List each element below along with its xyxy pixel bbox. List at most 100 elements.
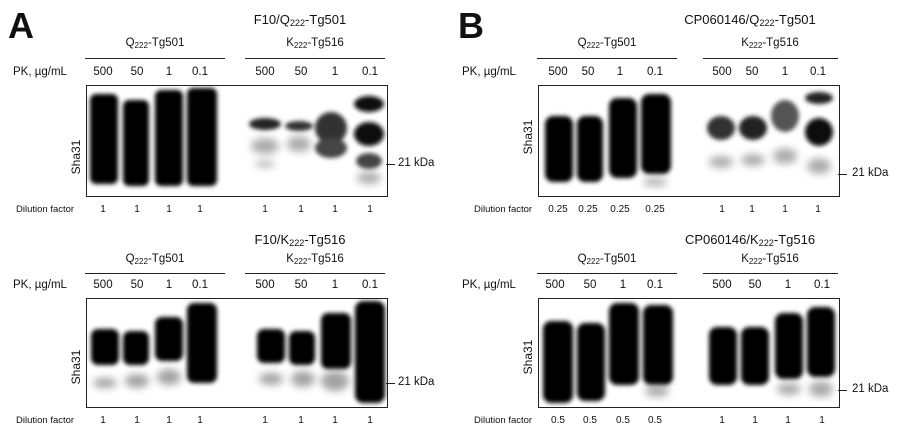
blot-a2-dilution-7: 1 <box>332 415 338 426</box>
blot-b2-membrane <box>538 298 840 408</box>
blot-a2-lane-8: 0.1 <box>362 279 378 291</box>
blot-a2-title: F10/K222-Tg516 <box>254 232 346 248</box>
blot-a1-lane-7: 1 <box>331 66 339 78</box>
blot-a2-dilution-5: 1 <box>262 415 268 426</box>
blot-b2-lane-3: 1 <box>619 279 627 291</box>
blot-a1-marker-tick <box>386 164 395 165</box>
blot-b2-lane-5: 500 <box>712 279 732 291</box>
blot-a2-group-line-k <box>245 273 385 274</box>
blot-a2-marker-tick <box>386 383 395 384</box>
blot-b2-lane-1: 500 <box>545 279 565 291</box>
blot-b1-lane-3: 1 <box>616 66 624 78</box>
blot-a2-lane-5: 500 <box>255 279 275 291</box>
blot-a2-lane-1: 500 <box>93 279 113 291</box>
blot-a1-dilution-2: 1 <box>134 204 140 215</box>
blot-a2-lane-7: 1 <box>331 279 339 291</box>
blot-b1-lane-7: 1 <box>781 66 789 78</box>
blot-b2-lane-2: 50 <box>583 279 597 291</box>
blot-b2-dilution-label: Dilution factor <box>474 415 533 426</box>
blot-a2-ylabel: Sha31 <box>69 349 83 385</box>
blot-b2-group-line-q <box>537 273 677 274</box>
blot-b2-dilution-1: 0.5 <box>551 415 565 426</box>
blot-b2-dilution-2: 0.5 <box>583 415 597 426</box>
blot-b1-marker: 21 kDa <box>852 167 889 179</box>
blot-b1-dilution-1: 0.25 <box>548 204 568 215</box>
blot-a2-pk-label: PK, µg/mL <box>13 279 67 291</box>
blot-a2-group-k222: K222-Tg516 <box>286 253 344 266</box>
blot-b1-bands <box>545 92 833 186</box>
panel-letter-b: B <box>458 5 484 46</box>
blot-a1-dilution-6: 1 <box>298 204 304 215</box>
blot-a2-membrane <box>86 298 388 408</box>
blot-a1-dilution-8: 1 <box>367 204 373 215</box>
blot-b2-lane-7: 1 <box>784 279 792 291</box>
blot-b2-dilution-8: 1 <box>819 415 825 426</box>
blot-a2-bands <box>91 301 385 403</box>
blot-a1-dilution-label: Dilution factor <box>16 204 75 215</box>
blot-b2-group-k222: K222-Tg516 <box>741 253 799 266</box>
blot-b1-lane-5: 500 <box>712 66 732 78</box>
blot-b1-group-k222: K222-Tg516 <box>741 37 799 50</box>
blot-a2-dilution-1: 1 <box>100 415 106 426</box>
blot-b1-dilution-3: 0.25 <box>610 204 630 215</box>
blot-b2-marker: 21 kDa <box>852 383 889 395</box>
blot-a2-group-line-q <box>85 273 225 274</box>
blot-b2-dilution-5: 1 <box>719 415 725 426</box>
blot-b1-lane-1: 500 <box>548 66 568 78</box>
blot-b1-lane-6: 50 <box>745 66 759 78</box>
blot-b1-group-line-q <box>537 58 677 59</box>
blot-a2-lane-3: 1 <box>165 279 173 291</box>
blot-b1-lane-8: 0.1 <box>810 66 826 78</box>
blot-a2-lane-6: 50 <box>294 279 308 291</box>
blot-a1-ylabel: Sha31 <box>69 139 83 175</box>
blot-b1-dilution-5: 1 <box>719 204 725 215</box>
blot-b1-lane-2: 50 <box>581 66 595 78</box>
blot-a1-group-line-q <box>85 58 225 59</box>
blot-b2-lane-4: 0.1 <box>647 279 663 291</box>
blot-a1-lane-4: 0.1 <box>192 66 208 78</box>
blot-a1-lane-3: 1 <box>165 66 173 78</box>
blot-a1-lane-2: 50 <box>130 66 144 78</box>
blot-b2-lane-6: 50 <box>748 279 762 291</box>
blot-a2-group-q222: Q222-Tg501 <box>125 253 185 266</box>
panel-letter-a: A <box>8 5 34 46</box>
blot-a1-title: F10/Q222-Tg501 <box>253 12 347 28</box>
blot-a2-dilution-4: 1 <box>197 415 203 426</box>
blot-a1-lane-5: 500 <box>255 66 275 78</box>
blot-a1-group-k222: K222-Tg516 <box>286 37 344 50</box>
blot-b1-marker-tick <box>838 174 847 175</box>
blot-b1-dilution-8: 1 <box>815 204 821 215</box>
blot-b2-dilution-7: 1 <box>785 415 791 426</box>
blot-b1-ylabel: Sha31 <box>521 119 535 155</box>
blot-a1-group-line-k <box>245 58 385 59</box>
blot-b2-title: CP060146/K222-Tg516 <box>684 232 816 248</box>
blot-b2-dilution-3: 0.5 <box>616 415 630 426</box>
blot-b2-bands <box>543 303 835 403</box>
blot-a1-group-q222: Q222-Tg501 <box>125 37 185 50</box>
blot-a1-pk-label: PK, µg/mL <box>13 66 67 78</box>
blot-b2-lane-8: 0.1 <box>814 279 830 291</box>
blot-b1-lane-4: 0.1 <box>647 66 663 78</box>
blot-a1-dilution-3: 1 <box>166 204 172 215</box>
blot-b1-group-line-k <box>703 58 838 59</box>
blot-a2-dilution-6: 1 <box>298 415 304 426</box>
blot-a1-dilution-5: 1 <box>262 204 268 215</box>
blot-a2-dilution-8: 1 <box>367 415 373 426</box>
blot-b2-group-q222: Q222-Tg501 <box>577 253 637 266</box>
blot-b1-group-q222: Q222-Tg501 <box>577 37 637 50</box>
blot-a1-lane-6: 50 <box>294 66 308 78</box>
blot-b1-dilution-4: 0.25 <box>645 204 665 215</box>
blot-b1-pk-label: PK, µg/mL <box>462 66 516 78</box>
blot-b1-title: CP060146/Q222-Tg501 <box>684 12 816 28</box>
blot-b1-membrane <box>538 85 840 197</box>
blot-a1-bands <box>90 88 384 186</box>
blot-a1-dilution-7: 1 <box>332 204 338 215</box>
blot-b2-pk-label: PK, µg/mL <box>462 279 516 291</box>
blot-b1-dilution-7: 1 <box>782 204 788 215</box>
blot-b2-group-line-k <box>703 273 838 274</box>
blot-b1-dilution-label: Dilution factor <box>474 204 533 215</box>
blot-b2-ylabel: Sha31 <box>521 339 535 375</box>
blot-a2-marker: 21 kDa <box>398 376 435 388</box>
blot-a1-dilution-1: 1 <box>100 204 106 215</box>
blot-b2-dilution-4: 0.5 <box>648 415 662 426</box>
